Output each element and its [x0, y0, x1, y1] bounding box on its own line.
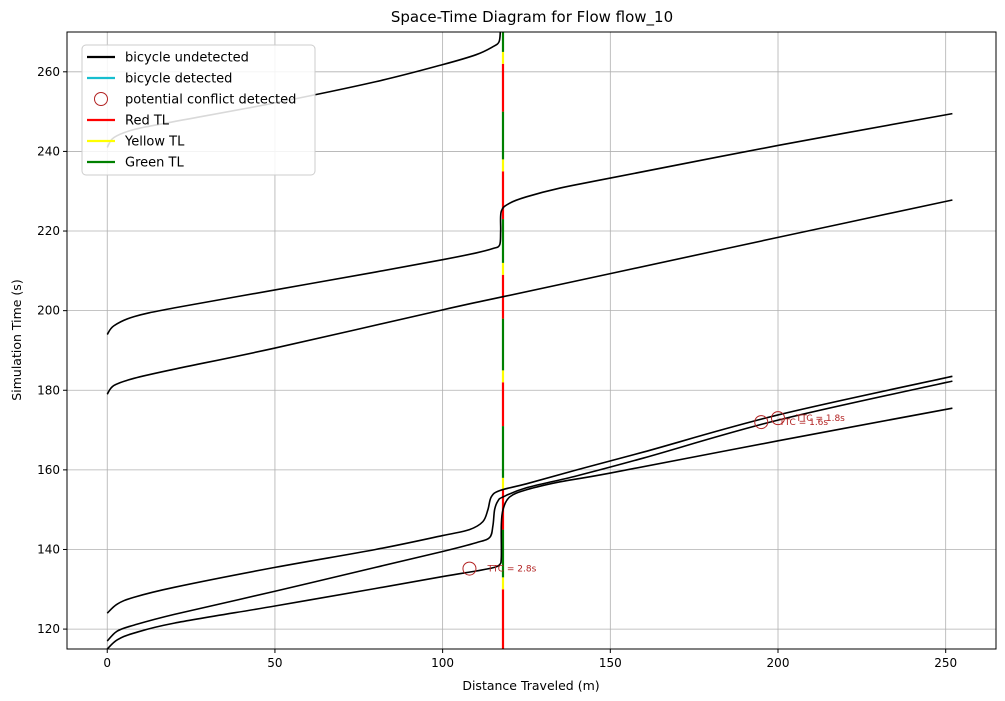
legend-label-6: Green TL [125, 156, 184, 171]
x-tick-label-100: 100 [431, 656, 454, 670]
legend-label-4: Red TL [125, 114, 170, 129]
y-tick-label-240: 240 [37, 144, 60, 158]
legend-label-5: Yellow TL [124, 135, 185, 150]
x-tick-label-150: 150 [599, 656, 622, 670]
legend: bicycle undetected bicycle detected potent… [81, 44, 316, 176]
chart-title: Space-Time Diagram for Flow flow_10 [391, 8, 673, 27]
trajectory-2 [106, 380, 953, 642]
y-tick-label-180: 180 [37, 383, 60, 397]
x-tick-label-200: 200 [767, 656, 790, 670]
legend-label-1: bicycle undetected [125, 51, 249, 66]
trajectory-1 [106, 407, 953, 650]
trajectory-5 [106, 112, 953, 336]
axis-ticks: 0 50 100 150 200 250 120 140 160 180 200 220 240 260 [37, 65, 957, 670]
trajectory-4 [106, 199, 953, 395]
conflict-marker-3 [771, 411, 786, 426]
plot-frame [66, 31, 997, 650]
conflict-ttc-label-1: TTC = 2.8s [486, 565, 536, 575]
conflict-ttc-label-3: TTC = 1.8s [795, 414, 845, 424]
x-tick-label-50: 50 [267, 656, 282, 670]
legend-label-2: bicycle detected [125, 72, 232, 87]
x-tick-label-0: 0 [103, 656, 111, 670]
y-tick-label-260: 260 [37, 65, 60, 79]
legend-marker-3 [94, 92, 108, 106]
trajectory-3 [106, 375, 953, 614]
x-axis-label: Distance Traveled (m) [462, 678, 599, 693]
conflict-marker-1 [462, 561, 477, 576]
y-tick-label-120: 120 [37, 622, 60, 636]
y-tick-label-160: 160 [37, 463, 60, 477]
y-tick-label-200: 200 [37, 304, 60, 318]
y-tick-label-220: 220 [37, 224, 60, 238]
conflict-marker-2 [754, 415, 769, 430]
legend-label-3: potential conflict detected [125, 93, 296, 108]
trajectories [106, 31, 953, 650]
legend-box [81, 44, 316, 176]
conflict-ttc-label-2: TTC = 1.6s [778, 418, 828, 428]
x-tick-label-250: 250 [934, 656, 957, 670]
grid [67, 32, 996, 649]
y-axis-label: Simulation Time (s) [9, 279, 24, 400]
y-tick-label-140: 140 [37, 542, 60, 556]
